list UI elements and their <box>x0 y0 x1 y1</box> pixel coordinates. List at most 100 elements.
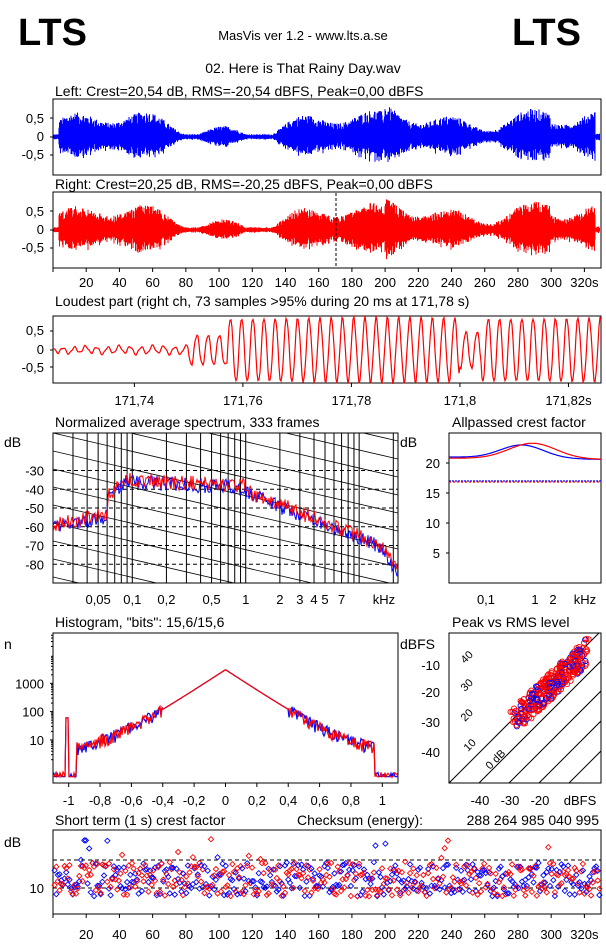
crest-point <box>262 859 269 867</box>
crest-point <box>573 867 580 874</box>
crest-point <box>132 883 139 890</box>
crest-point <box>334 882 341 890</box>
spectrum-y-axis: -30 -40 -50 -60 -70 -80 <box>25 464 44 573</box>
crest-point <box>571 891 578 898</box>
crest-point <box>92 886 100 894</box>
crest-point <box>314 885 322 893</box>
crest-point <box>293 872 300 880</box>
crest-point <box>281 889 289 897</box>
left-waveform-plot: 0,5 0 -0,5 <box>22 98 602 176</box>
crest-point <box>540 879 547 886</box>
crest-point <box>95 882 103 889</box>
crest-point <box>87 871 95 879</box>
allpassed-ylabel: dB <box>400 434 417 450</box>
pr-point <box>528 687 535 694</box>
crest-point <box>248 877 256 885</box>
crest-xtick-label: 40 <box>112 927 126 942</box>
crest-point <box>390 866 397 873</box>
crest-point <box>526 864 534 872</box>
crest-point <box>308 865 315 872</box>
crest-point <box>428 860 435 868</box>
spec-xtick-label: 0,2 <box>157 592 175 607</box>
crest-point <box>138 887 146 895</box>
spec-ytick-label: -70 <box>25 539 44 554</box>
crest-point <box>230 885 238 893</box>
crest-point <box>403 883 411 890</box>
crest-point <box>135 869 142 877</box>
crest-point <box>84 872 91 879</box>
crest-point <box>487 887 494 895</box>
crest-point <box>487 870 494 877</box>
crest-point <box>194 873 202 880</box>
crest-point <box>87 889 95 896</box>
crest-point <box>56 887 63 894</box>
crest-point <box>396 889 404 897</box>
wave-xtick-label: 120 <box>241 275 263 290</box>
wave-xtick-label: 240 <box>441 275 463 290</box>
crest-point <box>472 874 480 882</box>
crest-point <box>265 890 272 897</box>
crest-point <box>337 868 345 875</box>
crest-point <box>232 869 239 876</box>
pr-point <box>521 702 528 709</box>
crest-point <box>74 883 81 890</box>
crest-point <box>271 882 279 890</box>
crest-point <box>526 865 534 873</box>
crest-point <box>299 869 307 877</box>
pr-point <box>562 672 569 679</box>
crest-point <box>434 875 442 883</box>
loud-xtick-label: 171,8 <box>444 393 477 408</box>
crest-point <box>82 837 90 844</box>
spec-xtick-label: 4 <box>310 592 317 607</box>
histogram-x-axis: -1 -0,8 -0,6 -0,4 -0,2 0 0,2 0,4 0,6 0,8 1 <box>63 783 386 808</box>
crest-point <box>466 870 473 878</box>
crest-point <box>194 871 202 878</box>
crest-point <box>569 880 577 888</box>
crest-point <box>278 892 285 900</box>
spec-xtick-label: 5 <box>321 592 328 607</box>
crest-point <box>382 840 389 847</box>
crest-point <box>215 872 223 880</box>
checksum-label: Checksum (energy): <box>297 812 423 828</box>
hist-xtick-label: -0,8 <box>89 793 111 808</box>
crest-point <box>591 864 598 872</box>
crest-point <box>347 882 355 890</box>
pr-point <box>511 718 518 725</box>
crest-point <box>196 859 203 867</box>
spectrum-frame <box>52 432 399 584</box>
hist-xtick-label: 1 <box>379 793 386 808</box>
crest-point <box>100 872 108 879</box>
crest-point <box>492 870 499 878</box>
crest-point <box>563 876 570 884</box>
crest-point <box>461 863 468 870</box>
spec-xtick-label: 7 <box>338 592 345 607</box>
allpassed-right-series <box>449 442 602 460</box>
right-waveform-plot: 0,5 0 -0,5 20 40 60 80 100 120 140 160 180 200 220… <box>22 191 602 290</box>
crest-point <box>127 884 134 891</box>
crest-point <box>122 885 129 893</box>
crest-point <box>115 877 123 884</box>
crest-point <box>117 870 124 877</box>
hist-ytick-label: 1000 <box>15 676 44 691</box>
crest-point <box>270 882 277 889</box>
crest-point <box>545 843 552 851</box>
crest-point <box>166 858 174 866</box>
left-ytick-2: -0,5 <box>22 147 44 162</box>
wave-xtick-label: 40 <box>112 275 126 290</box>
pr-point <box>572 656 579 663</box>
crest-point <box>400 877 407 884</box>
loudest-x-axis: 171,74 171,76 171,78 171,8 171,82s <box>115 383 592 408</box>
crest-point <box>303 878 310 885</box>
crest-point <box>564 866 572 874</box>
crest-point <box>115 864 123 872</box>
pr-point <box>567 677 574 684</box>
crest-point <box>155 863 162 871</box>
crest-point <box>571 864 578 872</box>
crest-point <box>354 893 361 900</box>
pr-point <box>573 644 580 652</box>
ap-xtick-label: 1 <box>531 592 538 607</box>
crest-point <box>345 860 353 867</box>
left-waveform-title: Left: Crest=20,54 dB, RMS=-20,54 dBFS, P… <box>55 83 423 99</box>
crest-point <box>344 872 351 879</box>
ap-ytick-label: 5 <box>433 546 440 561</box>
